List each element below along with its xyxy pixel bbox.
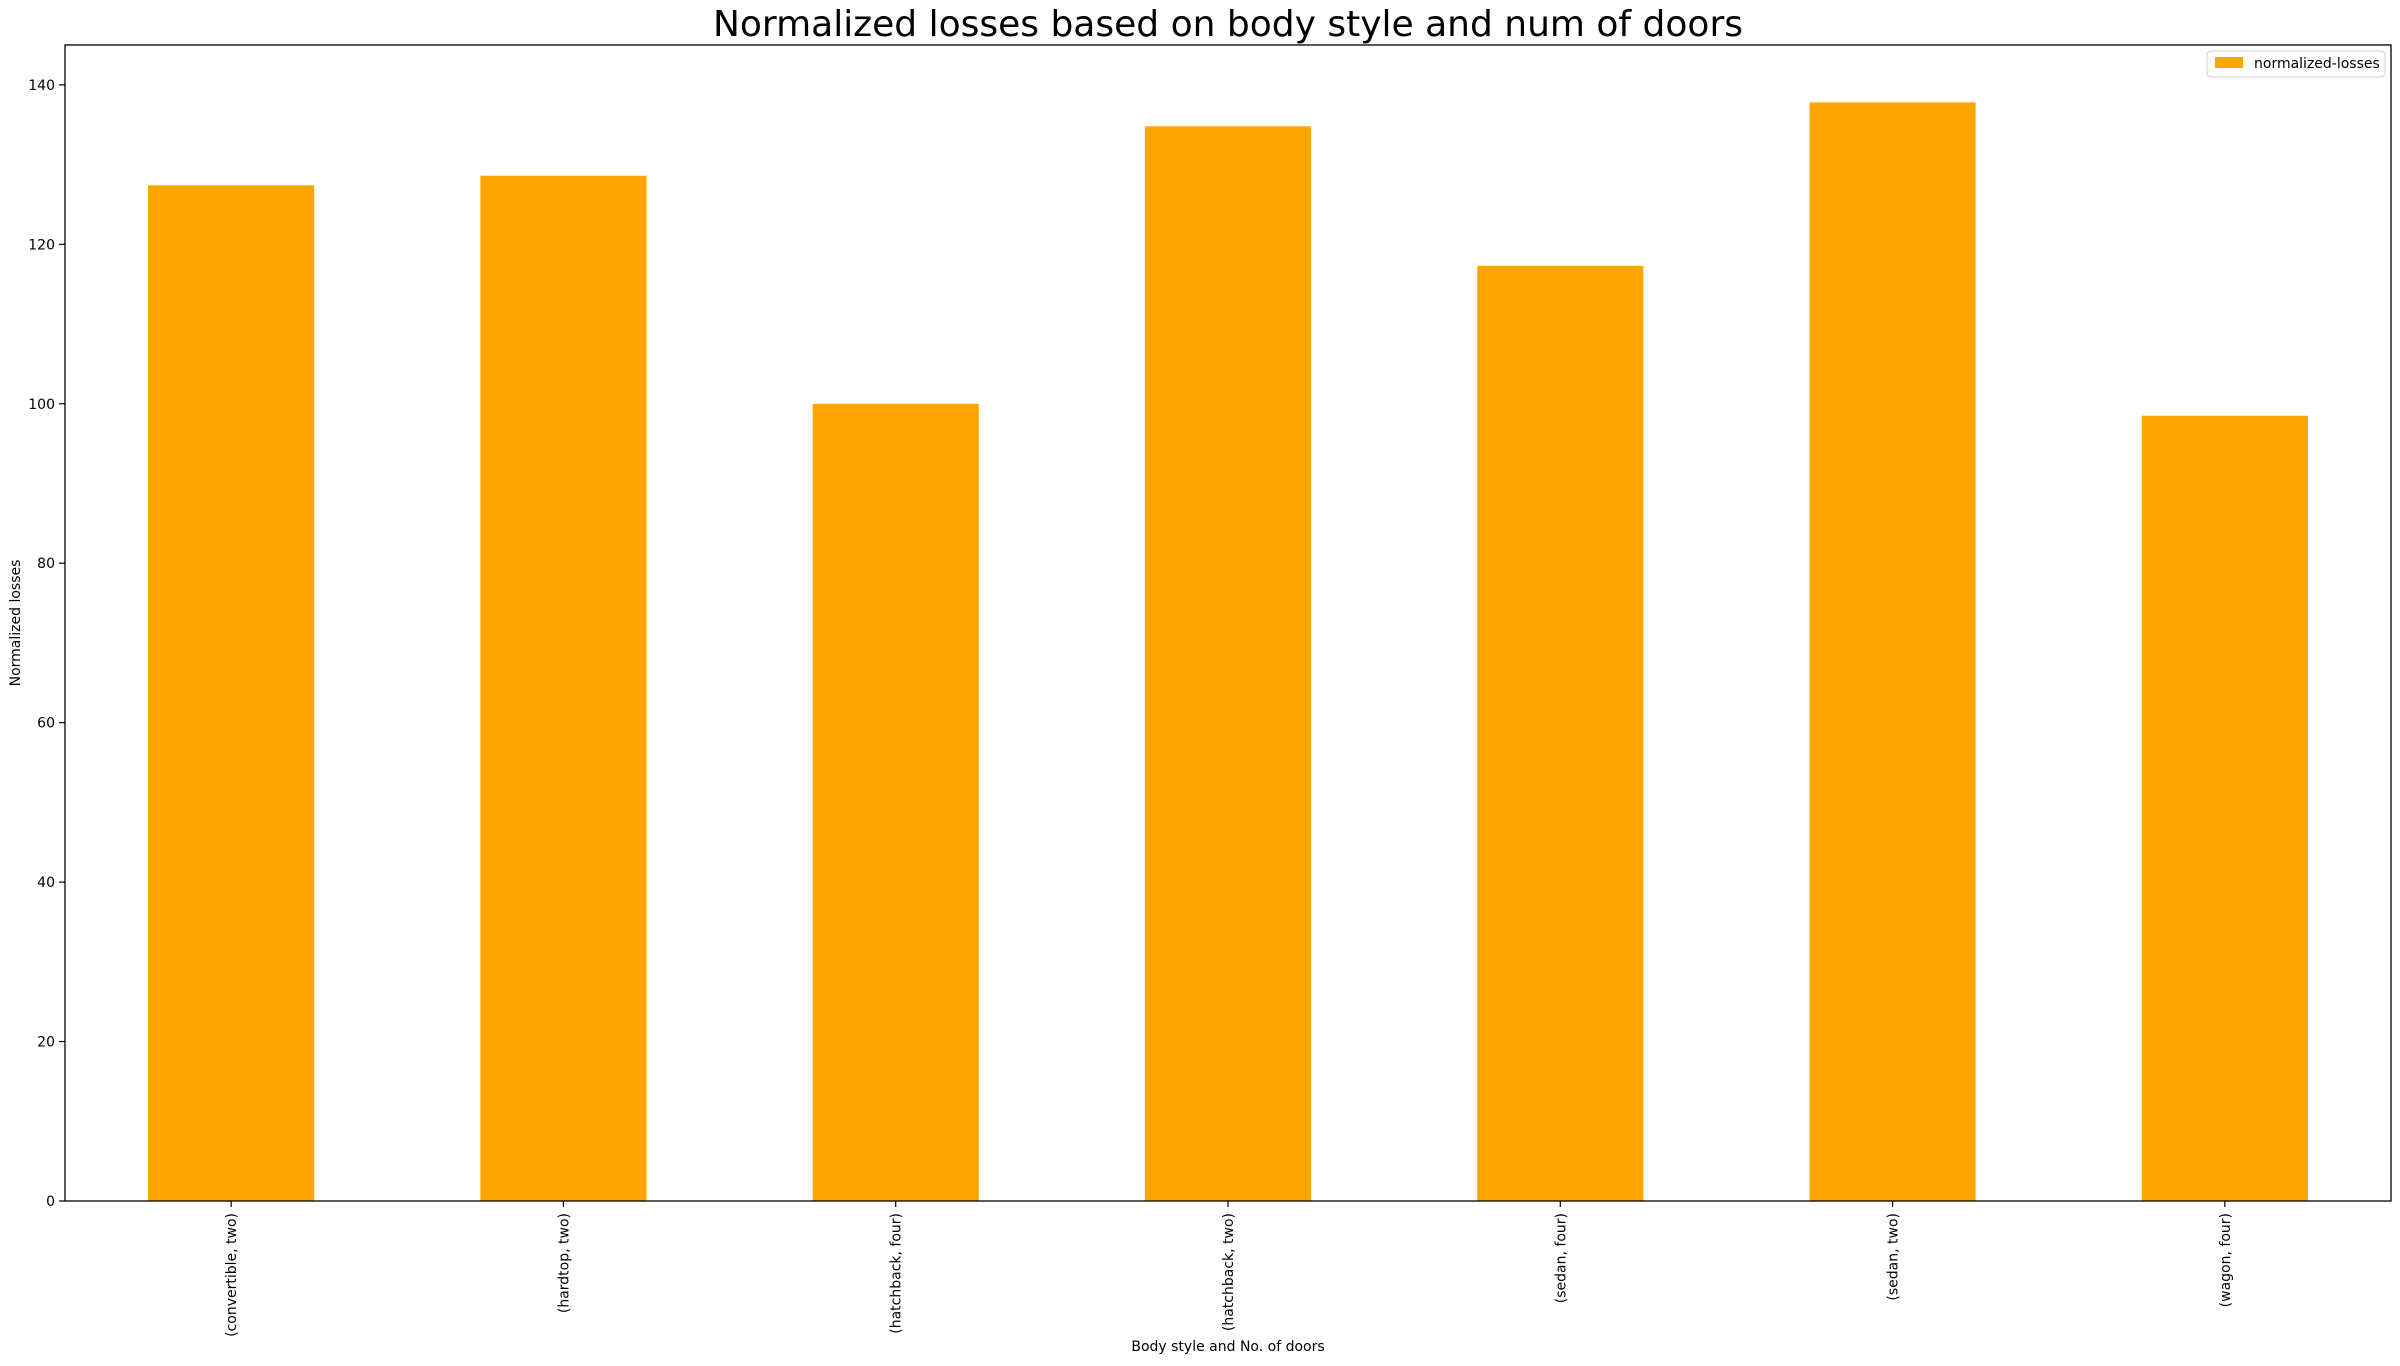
bar: [1809, 102, 1976, 1202]
y-tick-label: 0: [46, 1194, 55, 1210]
y-tick-label: 60: [37, 716, 55, 732]
y-tick-label: 140: [28, 78, 55, 94]
bar: [148, 185, 315, 1202]
bar: [1144, 126, 1312, 1202]
legend: normalized-losses: [2206, 50, 2386, 78]
legend-swatch: [2215, 57, 2243, 68]
bar: [480, 175, 647, 1202]
x-axis-ticks: (convertible, two) (hardtop, two) (hatchba…: [224, 1201, 2234, 1337]
x-tick-label: (sedan, four): [1553, 1213, 1569, 1303]
bars-layer: [148, 102, 2308, 1202]
x-tick-label: (sedan, two): [1886, 1213, 1902, 1301]
plot-area-frame: [64, 44, 2392, 1202]
legend-box: [2206, 50, 2386, 78]
y-axis-ticks: 0 20 40 60 80 100 120 140: [28, 78, 65, 1210]
chart-title: Normalized losses based on body style an…: [713, 4, 1743, 45]
x-axis-label: Body style and No. of doors: [1131, 1339, 1324, 1355]
bar: [812, 403, 979, 1201]
bar: [1477, 265, 1644, 1201]
y-tick-label: 80: [37, 556, 55, 572]
y-axis-label: Normalized losses: [8, 560, 24, 687]
x-tick-label: (wagon, four): [2218, 1213, 2234, 1307]
y-tick-label: 40: [37, 875, 55, 891]
y-tick-label: 20: [37, 1035, 55, 1051]
y-tick-label: 100: [28, 397, 55, 413]
y-tick-label: 120: [28, 237, 55, 253]
x-tick-label: (hatchback, four): [889, 1213, 905, 1334]
legend-label: normalized-losses: [2254, 56, 2380, 72]
x-tick-label: (hatchback, two): [1221, 1213, 1237, 1331]
x-tick-label: (hardtop, two): [556, 1213, 572, 1313]
bar: [2141, 415, 2308, 1201]
x-tick-label: (convertible, two): [224, 1213, 240, 1337]
